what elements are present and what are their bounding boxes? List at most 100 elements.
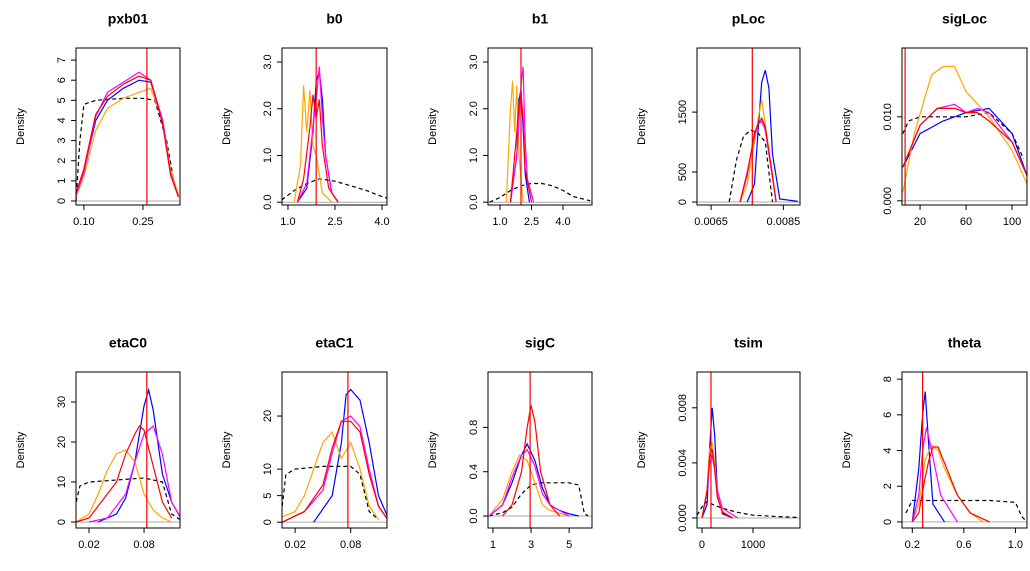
density-line (502, 405, 561, 517)
x-tick-label: 0.0065 (694, 216, 728, 228)
density-line (911, 427, 958, 523)
y-tick-label: 0.004 (677, 449, 689, 477)
x-tick-label: 0.10 (73, 216, 94, 228)
panel: tsim Density 0 1000 0.000 0.004 0.008 (636, 335, 801, 551)
density-line (88, 424, 180, 523)
panel-title: etaC1 (315, 335, 353, 351)
x-tick-label: 1 (490, 539, 496, 551)
y-axis-label: Density (221, 108, 233, 145)
density-line (728, 129, 774, 203)
x-tick-label: 0.0085 (767, 216, 801, 228)
plot-frame (696, 371, 801, 529)
density-line (293, 85, 333, 203)
y-tick-label: 0.000 (677, 504, 689, 532)
plot-frame (696, 47, 801, 206)
panel-title: pLoc (732, 11, 766, 27)
density-line (905, 499, 1027, 523)
x-tick-label: 0.6 (956, 539, 971, 551)
y-axis-label: Density (427, 431, 439, 468)
y-axis-label: Density (636, 431, 648, 468)
y-tick-label: 0.0 (468, 508, 480, 523)
density-line (296, 66, 339, 203)
y-tick-label: 0 (677, 199, 689, 205)
panel: b0 Density 1.0 2.5 4.0 0.0 1.0 2.0 3.0 (221, 11, 390, 228)
panel-title: b1 (532, 11, 549, 27)
density-line (911, 446, 990, 523)
panel: etaC1 Density 0.02 0.08 0 5 10 20 (221, 335, 388, 551)
density-line (701, 448, 733, 519)
density-line (282, 465, 379, 520)
x-tick-label: 1.0 (1008, 539, 1023, 551)
y-tick-label: 1 (56, 178, 68, 184)
y-tick-label: 0.000 (882, 187, 894, 215)
plot-frame (487, 371, 593, 529)
y-tick-label: 0 (262, 519, 274, 525)
density-line (489, 182, 591, 203)
plot-frame (75, 371, 181, 529)
density-line (902, 107, 1027, 176)
x-tick-label: 60 (960, 216, 972, 228)
panel-title: tsim (734, 335, 763, 351)
x-tick-label: 0.02 (78, 539, 99, 551)
y-tick-label: 1.0 (262, 148, 274, 163)
y-tick-label: 2 (882, 483, 894, 489)
y-tick-label: 8 (882, 376, 894, 382)
x-tick-label: 0.08 (340, 539, 361, 551)
x-tick-label: 20 (914, 216, 926, 228)
y-tick-label: 6 (882, 412, 894, 418)
plot-frame (487, 47, 593, 206)
y-tick-label: 0 (882, 519, 894, 525)
y-tick-label: 0.008 (677, 394, 689, 422)
y-tick-label: 500 (677, 163, 689, 181)
x-tick-label: 2.5 (327, 216, 342, 228)
y-tick-label: 0.4 (468, 464, 480, 479)
y-axis-label: Density (841, 108, 853, 145)
y-tick-label: 6 (56, 77, 68, 83)
x-tick-label: 0.08 (133, 539, 154, 551)
y-tick-label: 4 (882, 447, 894, 453)
y-tick-label: 3 (56, 138, 68, 144)
y-axis-label: Density (15, 431, 27, 468)
y-tick-label: 5 (262, 493, 274, 499)
density-line (488, 442, 579, 517)
y-tick-label: 0.0 (262, 195, 274, 210)
y-tick-label: 20 (262, 410, 274, 422)
plot-frame (281, 371, 388, 529)
x-tick-label: 3 (528, 539, 534, 551)
panel-title: pxb01 (108, 11, 149, 27)
x-tick-label: 2.5 (524, 216, 539, 228)
x-tick-label: 1.0 (492, 216, 507, 228)
y-tick-label: 20 (56, 436, 68, 448)
x-tick-label: 100 (1003, 216, 1021, 228)
x-tick-label: 1000 (741, 539, 765, 551)
x-tick-label: 0 (699, 539, 705, 551)
panel: pLoc Density 0.0065 0.0085 0 500 1500 (636, 11, 801, 228)
y-axis-label: Density (636, 108, 648, 145)
y-tick-label: 0.8 (468, 420, 480, 435)
density-line (282, 430, 379, 520)
y-tick-label: 0.010 (882, 103, 894, 131)
y-tick-label: 0.0 (468, 195, 480, 210)
y-axis-label: Density (221, 431, 233, 468)
plot-frame (901, 371, 1028, 529)
y-tick-label: 10 (56, 476, 68, 488)
x-tick-label: 4.0 (374, 216, 389, 228)
density-line (902, 103, 1027, 176)
panel-title: sigC (525, 335, 555, 351)
y-tick-label: 7 (56, 57, 68, 63)
y-tick-label: 1500 (677, 100, 689, 124)
panel-title: sigLoc (942, 11, 987, 27)
y-tick-label: 2.0 (468, 101, 480, 116)
panel: sigLoc Density 20 60 100 0.000 0.010 (841, 11, 1028, 228)
density-line (509, 66, 535, 203)
plot-frame (281, 47, 388, 206)
y-tick-label: 0 (56, 519, 68, 525)
panel: b1 Density 1.0 2.5 4.0 0.0 1.0 2.0 3.0 (427, 11, 593, 228)
y-tick-label: 3.0 (468, 54, 480, 69)
y-tick-label: 10 (262, 463, 274, 475)
density-line (697, 500, 799, 519)
x-tick-label: 4.0 (555, 216, 570, 228)
density-line (76, 75, 179, 198)
panel: theta Density 0.2 0.6 1.0 0 2 4 6 8 (841, 335, 1028, 551)
